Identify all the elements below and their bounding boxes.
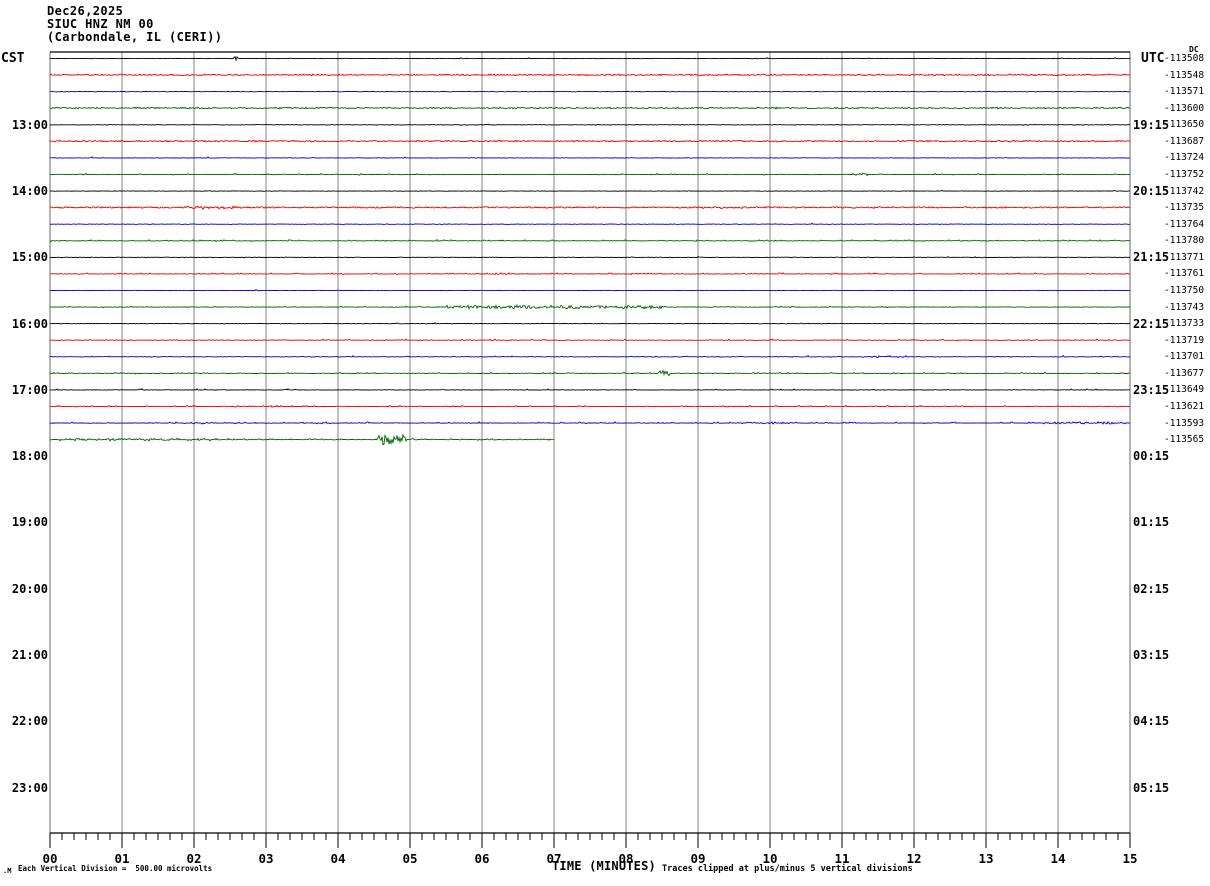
- dc-offset-value: -113600: [1164, 102, 1205, 114]
- x-tick-label: 14: [1050, 851, 1066, 866]
- header-station: SIUC HNZ NM 00: [47, 17, 154, 31]
- dc-offset-value: -113752: [1164, 168, 1205, 180]
- x-tick-label: 11: [834, 851, 850, 866]
- dc-offset-value: -113571: [1164, 86, 1205, 98]
- x-tick-label: 07: [546, 851, 562, 866]
- cst-hour-label: 20:00: [11, 581, 48, 596]
- dc-offset-value: -113750: [1164, 284, 1205, 296]
- right-axis-title: UTC: [1141, 51, 1165, 66]
- utc-hour-label: 22:15: [1133, 316, 1170, 331]
- header-date: Dec26,2025: [47, 4, 124, 18]
- dc-offset-value: -113742: [1164, 185, 1205, 197]
- x-tick-label: 10: [762, 851, 778, 866]
- corner-mark: .M: [3, 867, 12, 875]
- utc-hour-label: 23:15: [1133, 382, 1170, 397]
- cst-hour-label: 15:00: [11, 250, 48, 265]
- utc-hour-label: 00:15: [1133, 449, 1170, 464]
- dc-offset-value: -113621: [1164, 400, 1205, 412]
- cst-hour-label: 23:00: [11, 780, 48, 795]
- cst-hour-label: 14:00: [11, 184, 48, 199]
- x-tick-label: 03: [258, 851, 274, 866]
- x-tick-label: 06: [474, 851, 490, 866]
- left-axis-title: CST: [1, 51, 25, 66]
- dc-offset-value: -113649: [1164, 384, 1205, 396]
- dc-offset-value: -113593: [1164, 417, 1205, 429]
- seismo-trace-1315: [49, 139, 1131, 143]
- x-tick-label: 09: [690, 851, 706, 866]
- seismo-trace-1430: [49, 222, 1131, 226]
- seismo-trace-1630: [49, 354, 1131, 359]
- utc-hour-label: 05:15: [1133, 780, 1170, 795]
- seismo-trace-1730: [49, 421, 1131, 425]
- dc-offset-value: -113687: [1164, 135, 1205, 147]
- seismo-trace-1545: [50, 304, 1130, 310]
- dc-offset-value: -113650: [1164, 119, 1205, 131]
- dc-offset-value: -113508: [1164, 53, 1205, 64]
- dc-offset-value: -113719: [1164, 334, 1205, 346]
- cst-hour-label: 16:00: [11, 316, 48, 331]
- x-tick-label: 08: [618, 851, 634, 866]
- dc-offset-value: -113743: [1164, 301, 1205, 313]
- utc-hour-label: 04:15: [1133, 714, 1170, 729]
- seismo-trace-1400: [49, 189, 1131, 192]
- x-tick-label: 02: [186, 851, 202, 866]
- dc-offset-value: -113701: [1164, 351, 1205, 363]
- dc-column-header: DC: [1189, 45, 1199, 54]
- seismo-trace-1715: [49, 404, 1131, 408]
- seismo-trace-1330: [50, 156, 1131, 159]
- seismo-trace-1745: [49, 433, 555, 446]
- dc-offset-value: -113733: [1164, 318, 1205, 330]
- dc-offset-value: -113735: [1164, 202, 1205, 214]
- x-tick-label: 00: [42, 851, 58, 866]
- dc-offset-value: -113548: [1164, 69, 1205, 81]
- cst-hour-label: 19:00: [11, 515, 48, 530]
- seismo-trace-1215: [49, 73, 1131, 77]
- cst-hour-label: 18:00: [11, 449, 48, 464]
- seismo-trace-1530: [49, 288, 1131, 292]
- cst-hour-label: 21:00: [11, 648, 48, 663]
- utc-hour-label: 01:15: [1133, 515, 1170, 530]
- seismo-trace-1500: [49, 256, 1131, 259]
- x-tick-label: 01: [114, 851, 130, 866]
- seismo-trace-1230: [50, 90, 1131, 93]
- x-tick-label: 13: [978, 851, 994, 866]
- scale-note: Each Vertical Division = 500.00 microvol…: [18, 864, 213, 873]
- cst-hour-label: 22:00: [11, 714, 48, 729]
- utc-hour-label: 03:15: [1133, 648, 1170, 663]
- utc-hour-label: 19:15: [1133, 117, 1170, 132]
- x-tick-label: 12: [906, 851, 922, 866]
- dc-offset-value: -113565: [1164, 434, 1205, 446]
- utc-hour-label: 02:15: [1133, 581, 1170, 596]
- dc-offset-value: -113764: [1164, 218, 1205, 230]
- dc-offset-value: -113677: [1164, 367, 1205, 379]
- cst-hour-label: 13:00: [11, 117, 48, 132]
- utc-hour-label: 20:15: [1133, 184, 1170, 199]
- seismo-trace-1415: [49, 205, 1131, 211]
- seismo-trace-1515: [49, 272, 1131, 276]
- dc-offset-value: -113780: [1164, 235, 1205, 247]
- seismo-trace-1645: [49, 369, 1131, 377]
- x-tick-label: 04: [330, 851, 346, 866]
- clip-note: Traces clipped at plus/minus 5 vertical …: [662, 864, 913, 874]
- seismo-trace-1700: [50, 388, 1131, 391]
- dc-offset-value: -113761: [1164, 268, 1205, 280]
- cst-hour-label: 17:00: [11, 382, 48, 397]
- dc-offset-value: -113724: [1164, 152, 1205, 164]
- x-axis-title: TIME (MINUTES): [552, 859, 656, 873]
- x-tick-label: 15: [1122, 851, 1138, 866]
- seismo-trace-1600: [49, 322, 1131, 325]
- seismo-trace-1300: [49, 123, 1130, 127]
- seismo-trace-1615: [49, 338, 1130, 342]
- header-location: (Carbondale, IL (CERI)): [47, 30, 223, 44]
- dc-offset-value: -113771: [1164, 251, 1205, 263]
- seismo-trace-1245: [49, 106, 1131, 110]
- x-tick-label: 05: [402, 851, 418, 866]
- seismo-trace-1445: [49, 238, 1131, 243]
- seismo-trace-1345: [50, 172, 1131, 177]
- seismo-trace-1200: [50, 55, 1131, 62]
- utc-hour-label: 21:15: [1133, 250, 1170, 265]
